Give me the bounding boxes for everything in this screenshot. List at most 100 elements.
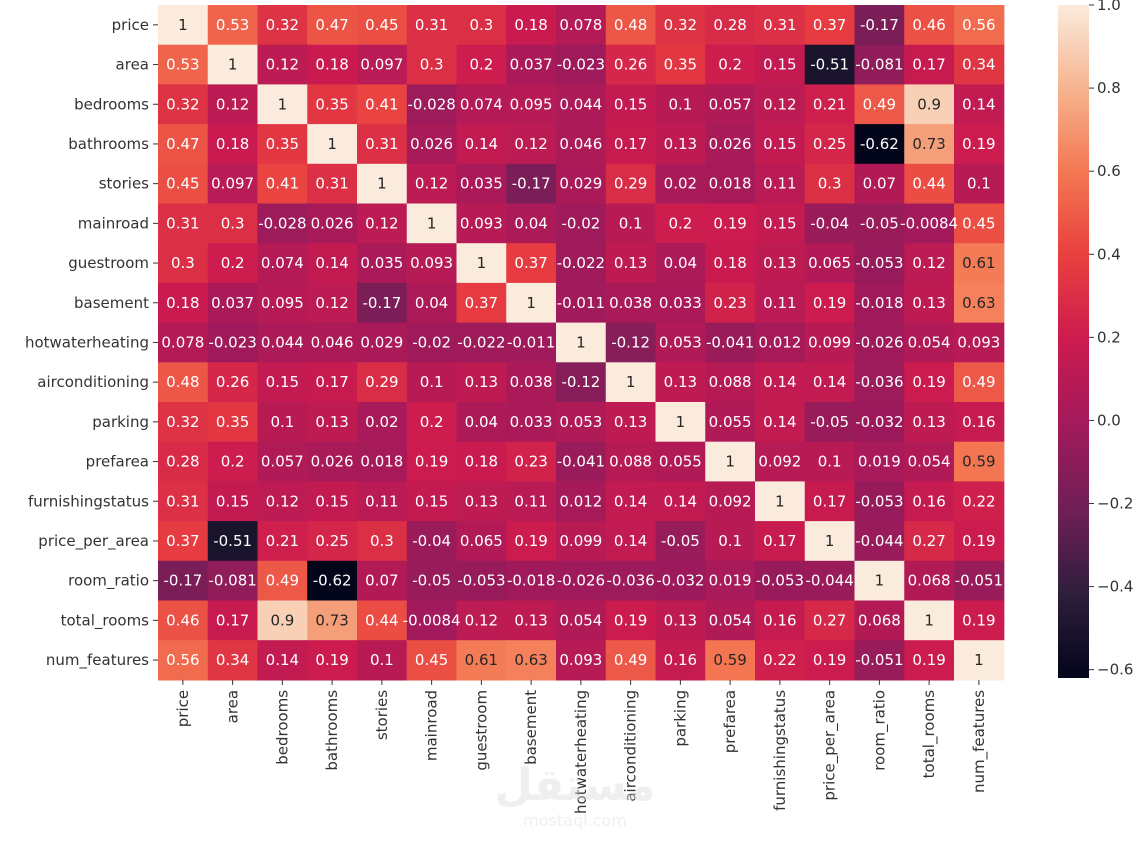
cell-value: -0.022: [557, 254, 605, 272]
cell-value: 0.12: [365, 214, 398, 232]
x-tick-label: mainroad: [423, 690, 441, 761]
cell-value: 0.17: [813, 492, 846, 510]
heatmap-cell: [307, 203, 358, 244]
cell-value: 1: [427, 214, 437, 232]
heatmap-cell: [854, 521, 905, 562]
cell-value: 0.49: [614, 651, 647, 669]
cell-value: 0.14: [763, 413, 796, 431]
cell-value: -0.022: [457, 333, 505, 351]
heatmap-cell: [357, 163, 408, 205]
heatmap-cell: [605, 243, 657, 284]
heatmap-cell: [307, 600, 358, 641]
heatmap-cell: [655, 44, 706, 85]
cell-value: 0.3: [818, 175, 842, 193]
heatmap-cell: [804, 44, 856, 85]
cell-value: -0.044: [855, 532, 903, 550]
cell-value: 1: [178, 16, 188, 34]
heatmap-cell: [705, 441, 756, 482]
cell-value: -0.023: [208, 333, 256, 351]
cell-value: -0.041: [706, 333, 754, 351]
heatmap-cell: [605, 282, 657, 324]
heatmap-cell: [755, 521, 806, 562]
cell-value: -0.026: [557, 572, 605, 590]
colorbar-ticks: 1.0 0.8 0.6 0.4 0.2 0.0 −0.2 −0.4 −0.6: [1089, 0, 1133, 679]
heatmap-cell: [655, 282, 706, 324]
cell-value: 0.19: [315, 651, 348, 669]
heatmap-cell: [257, 124, 308, 165]
heatmap-cell: [158, 282, 209, 324]
heatmap-cell: [357, 402, 408, 443]
cell-value: 0.057: [709, 95, 752, 113]
cell-value: 0.11: [763, 294, 796, 312]
heatmap-cell: [307, 402, 358, 443]
cell-value: 0.37: [465, 294, 498, 312]
heatmap-cell: [854, 481, 905, 522]
cell-value: -0.04: [810, 214, 849, 232]
heatmap-cell: [556, 600, 607, 641]
cell-value: 0.13: [912, 294, 945, 312]
heatmap-cell: [307, 640, 358, 681]
heatmap-cell: [406, 441, 458, 482]
heatmap-cell: [655, 481, 706, 522]
heatmap-cell: [705, 5, 756, 46]
cell-value: 0.13: [664, 373, 697, 391]
heatmap-cell: [655, 560, 706, 602]
heatmap-cell: [158, 640, 209, 681]
cell-value: 0.12: [266, 56, 299, 74]
heatmap-cell: [854, 5, 905, 46]
heatmap-cell: [406, 560, 458, 602]
cell-value: -0.04: [412, 532, 451, 550]
cell-value: 0.04: [514, 214, 547, 232]
heatmap-cell: [705, 84, 756, 125]
heatmap-cell: [904, 402, 955, 443]
heatmap-cell: [506, 163, 557, 205]
cell-value: 1: [626, 373, 636, 391]
heatmap-cell: [357, 243, 408, 284]
heatmap-cell: [307, 163, 358, 205]
heatmap-cell: [804, 84, 856, 125]
heatmap-cell: [854, 560, 905, 602]
cell-value: 0.19: [912, 373, 945, 391]
heatmap-cell: [655, 640, 706, 681]
heatmap-cell: [755, 124, 806, 165]
cell-value: 0.19: [813, 651, 846, 669]
heatmap-cell: [506, 600, 557, 641]
colorbar-tick-label: 0.8: [1097, 79, 1121, 97]
cell-value: 0.019: [858, 453, 901, 471]
heatmap-cell: [954, 521, 1005, 562]
heatmap-cell: [854, 322, 905, 363]
heatmap-cell: [506, 521, 557, 562]
x-tick-label: basement: [522, 690, 540, 765]
cell-value: 0.17: [614, 135, 647, 153]
heatmap-cell: [307, 44, 358, 85]
heatmap-cell: [804, 441, 856, 482]
cell-value: 0.14: [664, 492, 697, 510]
heatmap-cell: [207, 322, 259, 363]
heatmap-cell: [804, 163, 856, 205]
cell-value: 0.26: [216, 373, 249, 391]
cell-value: 0.19: [813, 294, 846, 312]
cell-value: 0.026: [311, 214, 354, 232]
cell-value: 1: [725, 453, 735, 471]
cell-value: 0.13: [763, 254, 796, 272]
cell-value: 0.37: [166, 532, 199, 550]
heatmap-cell: [804, 560, 856, 602]
heatmap-cell: [854, 44, 905, 85]
cell-value: 0.2: [221, 453, 245, 471]
heatmap-cell: [158, 521, 209, 562]
heatmap-cell: [954, 362, 1005, 403]
cell-value: 0.065: [460, 532, 503, 550]
cell-value: 0.044: [559, 95, 602, 113]
heatmap-cell: [257, 322, 308, 363]
cell-value: 0.057: [261, 453, 304, 471]
y-tick-label: price: [112, 16, 149, 34]
heatmap-cell: [904, 5, 955, 46]
heatmap-cell: [804, 203, 856, 244]
cell-value: 0.04: [415, 294, 448, 312]
cell-value: 0.34: [962, 56, 995, 74]
heatmap-cell: [357, 84, 408, 125]
heatmap-cell: [158, 600, 209, 641]
x-tick-label: num_features: [970, 690, 989, 793]
heatmap-cell: [506, 481, 557, 522]
heatmap-cell: [755, 5, 806, 46]
